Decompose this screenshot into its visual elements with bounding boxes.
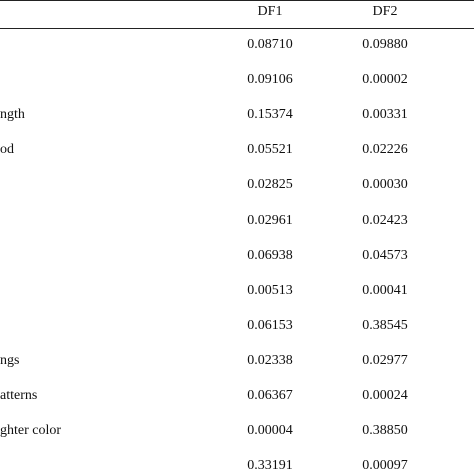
row-label: atterns xyxy=(0,388,38,403)
cell-value: 0.06153 xyxy=(247,317,293,333)
cell-value: 0.02961 xyxy=(247,212,293,228)
row-label: od xyxy=(0,142,14,158)
header-rule xyxy=(0,28,474,29)
cell-value: 0.04573 xyxy=(362,247,408,263)
column-header: DF2 xyxy=(372,4,398,19)
cell-value: 0.15374 xyxy=(247,107,293,123)
top-rule xyxy=(0,0,474,1)
cell-value: 0.33191 xyxy=(247,458,293,474)
column-header: DF1 xyxy=(257,4,283,19)
cell-value: 0.00041 xyxy=(362,282,408,298)
cell-value: 0.02825 xyxy=(247,177,293,193)
cell-value: 0.38545 xyxy=(362,317,408,333)
row-label: ghter color xyxy=(0,423,62,439)
cell-value: 0.09880 xyxy=(362,37,408,52)
cell-value: 0.02226 xyxy=(362,142,408,158)
row-label: ngth xyxy=(0,107,25,123)
cell-value: 0.02977 xyxy=(362,352,408,368)
cell-value: 0.02423 xyxy=(362,212,408,228)
cell-value: 0.00513 xyxy=(247,282,293,298)
cell-value: 0.09106 xyxy=(247,72,293,88)
cell-value: 0.06367 xyxy=(247,388,293,403)
cell-value: 0.00331 xyxy=(362,107,408,123)
cell-value: 0.02338 xyxy=(247,352,293,368)
row-label: ngs xyxy=(0,352,20,368)
cell-value: 0.00002 xyxy=(362,72,408,88)
cell-value: 0.38850 xyxy=(362,423,408,439)
cell-value: 0.00024 xyxy=(362,388,408,403)
cell-value: 0.05521 xyxy=(247,142,293,158)
cell-value: 0.08710 xyxy=(247,37,293,52)
cell-value: 0.00097 xyxy=(362,458,408,474)
cell-value: 0.00030 xyxy=(362,177,408,193)
cell-value: 0.06938 xyxy=(247,247,293,263)
cell-value: 0.00004 xyxy=(247,423,293,439)
